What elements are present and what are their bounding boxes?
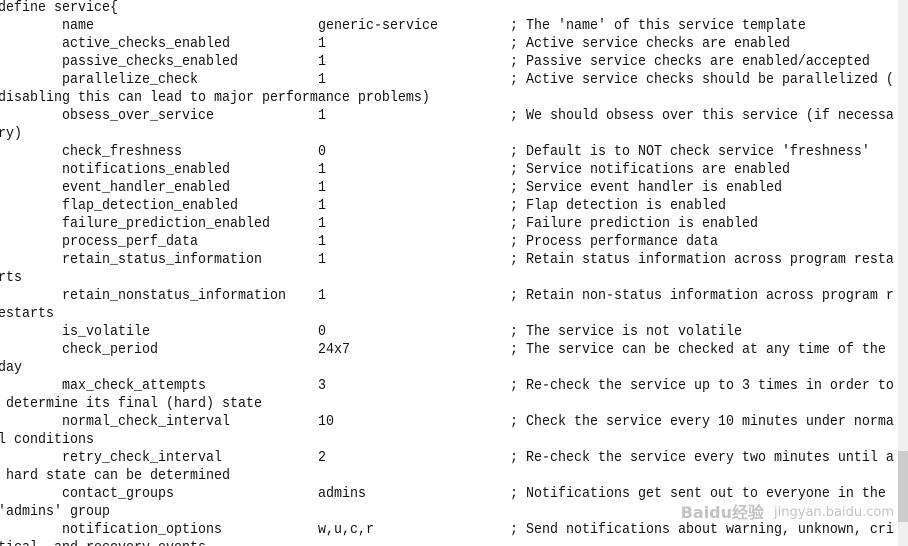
directive-comment: ; Failure prediction is enabled: [510, 216, 758, 233]
directive-value: 1: [318, 54, 326, 71]
directive-name: notifications_enabled: [62, 162, 230, 179]
directive-comment: ; Service event handler is enabled: [510, 180, 782, 197]
directive-name: active_checks_enabled: [62, 36, 230, 53]
editor-line-continuation: ry): [0, 126, 22, 143]
directive-value: 1: [318, 216, 326, 233]
editor-line-continuation: hard state can be determined: [0, 468, 230, 485]
directive-value: w,u,c,r: [318, 522, 374, 539]
directive-name: process_perf_data: [62, 234, 198, 251]
directive-value: 1: [318, 198, 326, 215]
directive-value: 1: [318, 108, 326, 125]
directive-name: contact_groups: [62, 486, 174, 503]
directive-value: 0: [318, 324, 326, 341]
directive-value: 2: [318, 450, 326, 467]
directive-comment: ; Re-check the service up to 3 times in …: [510, 378, 894, 395]
directive-name: obsess_over_service: [62, 108, 214, 125]
editor-line-continuation: disabling this can lead to major perform…: [0, 90, 430, 107]
editor-line-continuation: l conditions: [0, 432, 94, 449]
directive-name: retain_nonstatus_information: [62, 288, 286, 305]
directive-name: flap_detection_enabled: [62, 198, 238, 215]
directive-name: normal_check_interval: [62, 414, 230, 431]
directive-name: check_freshness: [62, 144, 182, 161]
editor-line-continuation: estarts: [0, 306, 54, 323]
editor-line-continuation: tical, and recovery events: [0, 539, 206, 546]
directive-value: 1: [318, 252, 326, 269]
directive-value: 1: [318, 162, 326, 179]
editor-line-continuation: 'admins' group: [0, 504, 110, 521]
vertical-scrollbar[interactable]: [898, 0, 908, 546]
directive-value: 0: [318, 144, 326, 161]
directive-name: retain_status_information: [62, 252, 262, 269]
editor-line-continuation: determine its final (hard) state: [0, 396, 262, 413]
directive-comment: ; Default is to NOT check service 'fresh…: [510, 144, 870, 161]
directive-name: max_check_attempts: [62, 378, 206, 395]
directive-name: retry_check_interval: [62, 450, 222, 467]
directive-value: 1: [318, 72, 326, 89]
directive-comment: ; Process performance data: [510, 234, 718, 251]
directive-name: name: [62, 18, 94, 35]
directive-name: parallelize_check: [62, 72, 198, 89]
directive-name: failure_prediction_enabled: [62, 216, 270, 233]
directive-comment: ; We should obsess over this service (if…: [510, 108, 894, 125]
directive-value: 3: [318, 378, 326, 395]
directive-comment: ; Active service checks should be parall…: [510, 72, 894, 89]
directive-comment: ; Active service checks are enabled: [510, 36, 790, 53]
directive-value: 1: [318, 288, 326, 305]
directive-value: 1: [318, 36, 326, 53]
directive-comment: ; Passive service checks are enabled/acc…: [510, 54, 870, 71]
directive-comment: ; Service notifications are enabled: [510, 162, 790, 179]
scrollbar-thumb[interactable]: [898, 451, 908, 523]
directive-name: check_period: [62, 342, 158, 359]
editor-line-continuation: day: [0, 360, 22, 377]
directive-comment: ; Notifications get sent out to everyone…: [510, 486, 886, 503]
directive-name: passive_checks_enabled: [62, 54, 238, 71]
directive-comment: ; The service can be checked at any time…: [510, 342, 886, 359]
directive-value: generic-service: [318, 18, 438, 35]
directive-comment: ; The 'name' of this service template: [510, 18, 806, 35]
directive-value: 10: [318, 414, 334, 431]
directive-comment: ; Send notifications about warning, unkn…: [510, 522, 894, 539]
directive-name: is_volatile: [62, 324, 150, 341]
directive-value: 1: [318, 234, 326, 251]
directive-comment: ; Flap detection is enabled: [510, 198, 726, 215]
directive-comment: ; Retain non-status information across p…: [510, 288, 894, 305]
directive-comment: ; The service is not volatile: [510, 324, 742, 341]
editor-line-continuation: define service{: [0, 0, 118, 17]
editor-line-continuation: rts: [0, 270, 22, 287]
directive-value: 1: [318, 180, 326, 197]
directive-name: event_handler_enabled: [62, 180, 230, 197]
directive-comment: ; Check the service every 10 minutes und…: [510, 414, 894, 431]
directive-name: notification_options: [62, 522, 222, 539]
directive-comment: ; Re-check the service every two minutes…: [510, 450, 894, 467]
directive-comment: ; Retain status information across progr…: [510, 252, 894, 269]
directive-value: admins: [318, 486, 366, 503]
directive-value: 24x7: [318, 342, 350, 359]
